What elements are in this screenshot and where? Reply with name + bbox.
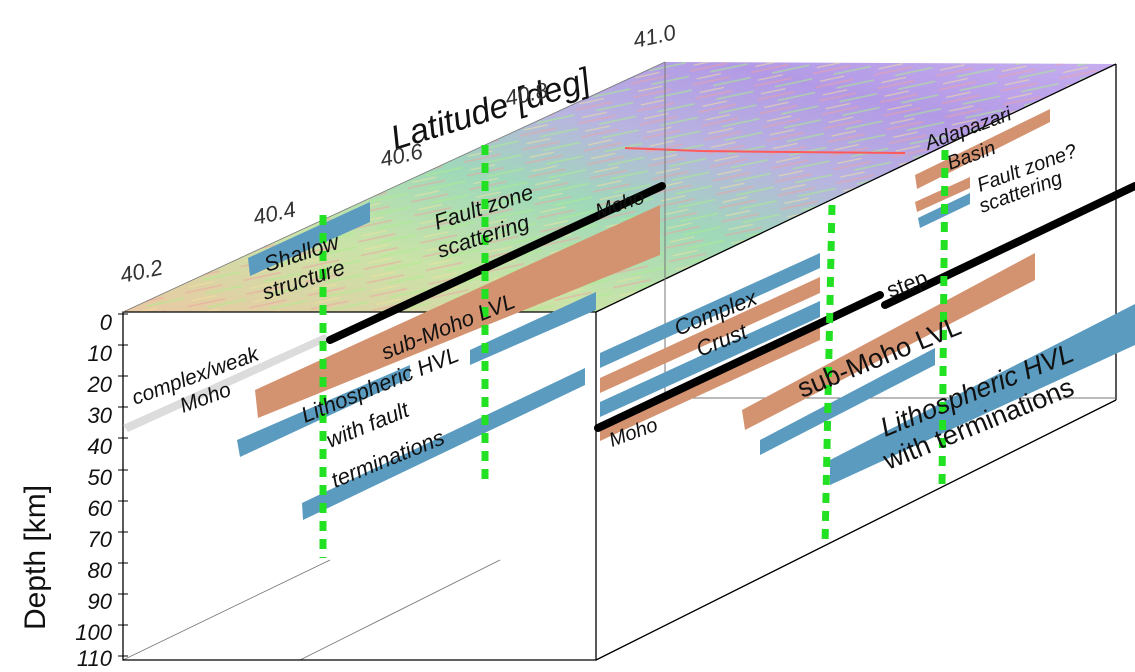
lat-tick-0: 40.2 [118, 255, 165, 288]
depth-tick: 10 [88, 341, 113, 366]
hvl-band-1 [237, 365, 410, 457]
depth-tick-labels: 0 10 20 30 40 50 60 70 80 90 100 110 [75, 310, 113, 671]
basin-band [915, 109, 1050, 189]
depth-tick: 0 [100, 310, 113, 335]
crust-band-3 [600, 301, 820, 417]
depth-tick: 100 [75, 620, 112, 645]
lat-tick-1: 40.4 [251, 197, 298, 230]
right-face-features [594, 109, 1135, 485]
shallow-structure-band [248, 202, 370, 276]
moho-line-left [326, 182, 666, 344]
fault-marker-3 [821, 204, 836, 546]
lat-tick-2: 40.6 [378, 138, 426, 172]
fault-markers [319, 145, 949, 558]
crust-band-4 [600, 325, 820, 441]
depth-tick: 50 [88, 465, 113, 490]
top-map-surface [123, 62, 1116, 312]
depth-axis-label: Depth [km] [19, 485, 52, 630]
crust-band-2 [600, 277, 820, 393]
hvl-band-right-1 [760, 348, 935, 455]
fault-marker-4 [938, 149, 949, 491]
sub-moho-lvl-band-left [255, 205, 660, 418]
hvl-band-2 [302, 368, 585, 520]
depth-tick: 80 [88, 558, 113, 583]
sub-moho-lvl-band-right [742, 253, 1035, 430]
depth-tick: 70 [88, 527, 113, 552]
crust-band-1 [600, 253, 820, 368]
lat-tick-4: 41.0 [631, 19, 679, 53]
left-face-features [123, 182, 666, 520]
perspective-guides [122, 399, 1117, 661]
hvl-band-3 [470, 292, 596, 365]
depth-tick: 60 [88, 496, 113, 521]
fault-trace-line [624, 147, 906, 154]
depth-tick: 20 [87, 372, 113, 397]
depth-tick: 110 [77, 646, 113, 667]
depth-tick: 90 [88, 589, 113, 614]
depth-tick: 40 [88, 434, 113, 459]
depth-tick: 30 [88, 403, 113, 428]
moho-line-right-upper [881, 182, 1135, 309]
depth-tick-marks [118, 313, 128, 657]
hvl-band-right-2 [830, 304, 1135, 485]
weak-moho-band [123, 334, 330, 432]
